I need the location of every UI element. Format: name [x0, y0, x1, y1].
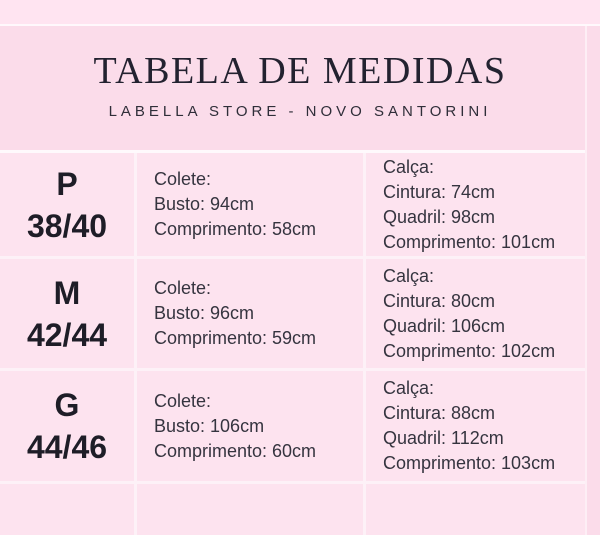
calca-comprimento: Comprimento: 103cm	[383, 453, 556, 473]
empty-cell	[137, 484, 363, 535]
colete-comprimento: Comprimento: 59cm	[154, 328, 317, 348]
calca-label: Calça:	[383, 265, 435, 286]
calca-cell-m: Calça: Cintura: 80cm Quadril: 106cm Comp…	[366, 259, 585, 368]
empty-cell	[366, 484, 585, 535]
colete-busto: Busto: 94cm	[154, 194, 255, 214]
colete-busto: Busto: 106cm	[154, 415, 265, 436]
size-numbers: 38/40	[26, 207, 108, 244]
page-subtitle: LABELLA STORE - NOVO SANTORINI	[108, 103, 492, 120]
size-letter: P	[56, 165, 78, 202]
size-letter: G	[54, 387, 80, 423]
colete-busto: Busto: 96cm	[154, 303, 255, 323]
header: TABELA DE MEDIDAS LABELLA STORE - NOVO S…	[0, 48, 600, 121]
colete-label: Colete:	[154, 169, 212, 189]
calca-label: Calça:	[383, 156, 435, 177]
calca-comprimento: Comprimento: 101cm	[383, 231, 556, 252]
top-strip	[0, 0, 600, 26]
calca-cintura: Cintura: 80cm	[383, 290, 496, 311]
calca-cell-p: Calça: Cintura: 74cm Quadril: 98cm Compr…	[366, 153, 585, 256]
colete-label: Colete:	[154, 390, 212, 411]
colete-label: Colete:	[154, 278, 212, 298]
size-cell-p: P 38/40	[0, 153, 134, 256]
calca-cell-g: Calça: Cintura: 88cm Quadril: 112cm Comp…	[366, 371, 585, 481]
calca-cintura: Cintura: 74cm	[383, 181, 496, 202]
size-cell-m: M 42/44	[0, 259, 134, 368]
page-title: TABELA DE MEDIDAS	[93, 50, 507, 92]
calca-cintura: Cintura: 88cm	[383, 403, 496, 423]
size-cell-g: G 44/46	[0, 371, 134, 481]
calca-quadril: Quadril: 112cm	[383, 428, 504, 448]
empty-cell	[0, 484, 134, 535]
calca-label: Calça:	[383, 378, 435, 398]
calca-quadril: Quadril: 98cm	[383, 206, 496, 227]
calca-comprimento: Comprimento: 102cm	[383, 340, 556, 361]
colete-cell-p: Colete: Busto: 94cm Comprimento: 58cm	[137, 153, 363, 256]
colete-comprimento: Comprimento: 58cm	[154, 219, 317, 239]
size-letter: M	[53, 274, 81, 311]
colete-comprimento: Comprimento: 60cm	[154, 440, 317, 461]
size-table: P 38/40 Colete: Busto: 94cm Comprimento:…	[0, 150, 585, 535]
size-numbers: 42/44	[26, 316, 108, 353]
calca-quadril: Quadril: 106cm	[383, 315, 506, 336]
size-numbers: 44/46	[26, 429, 108, 465]
colete-cell-g: Colete: Busto: 106cm Comprimento: 60cm	[137, 371, 363, 481]
colete-cell-m: Colete: Busto: 96cm Comprimento: 59cm	[137, 259, 363, 368]
